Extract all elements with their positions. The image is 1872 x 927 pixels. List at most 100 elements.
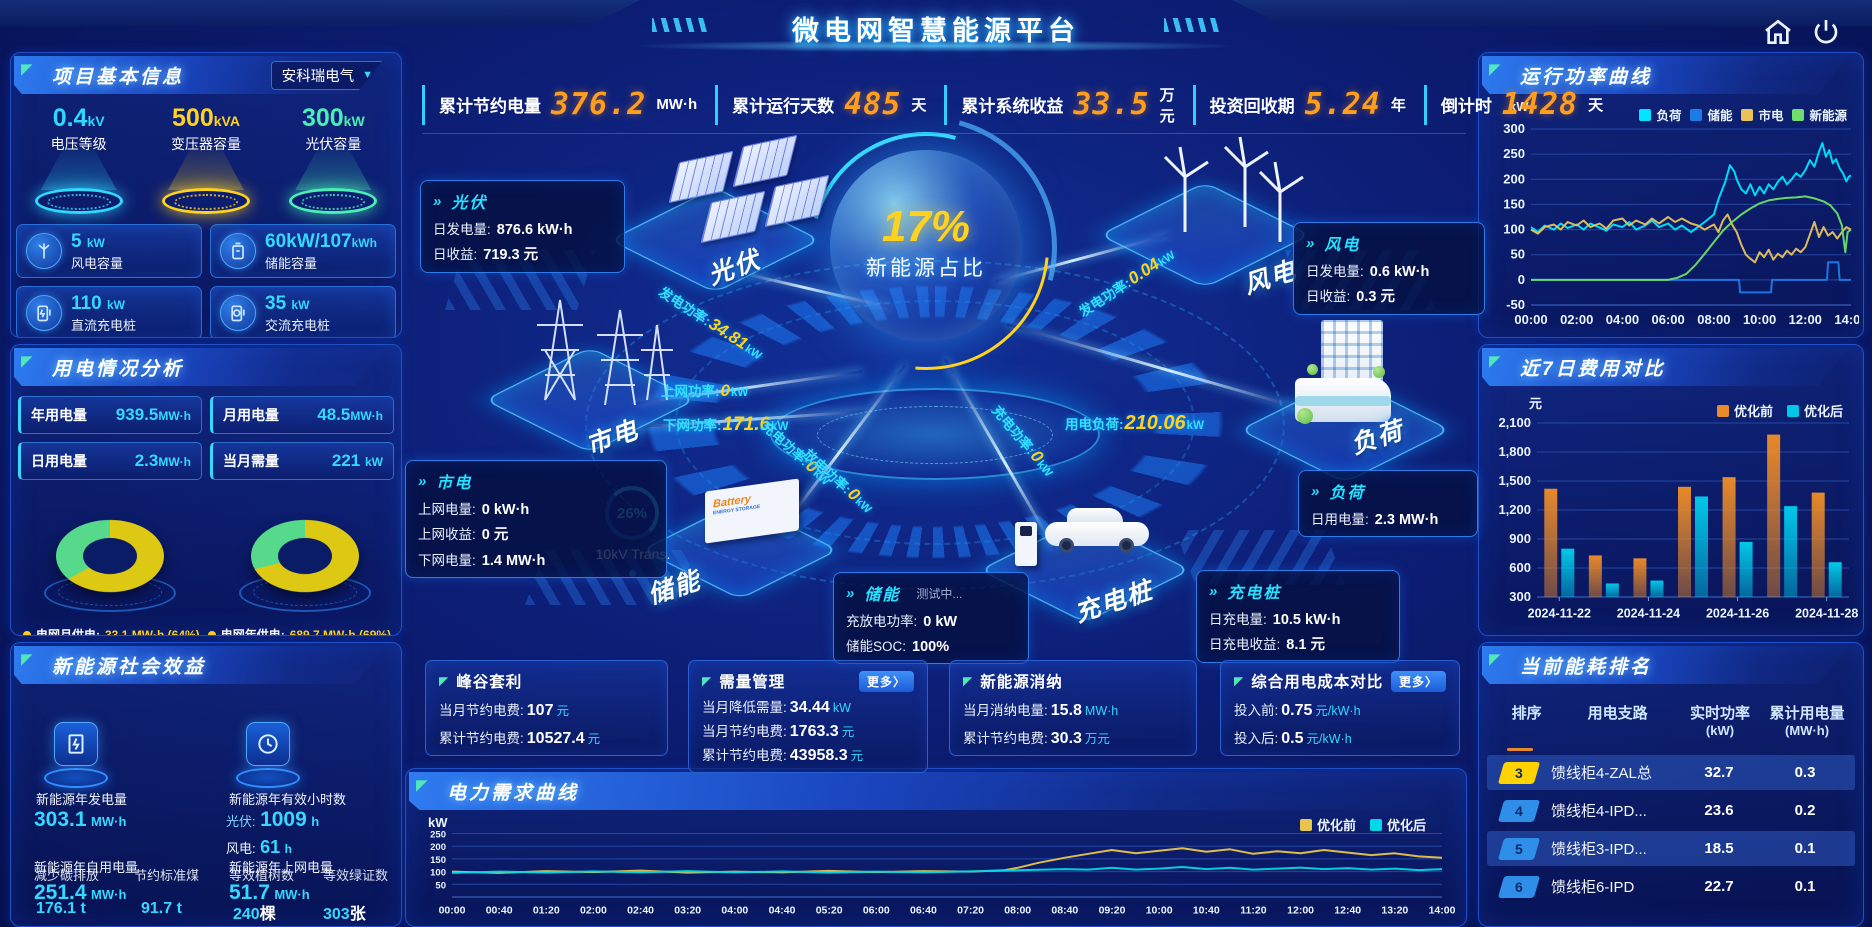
svg-text:600: 600: [1509, 560, 1531, 575]
transmission-towers: [537, 299, 673, 406]
panel-project-info-header: ◤ 项目基本信息 安科瑞电气 ▼: [14, 56, 387, 94]
cost-chart-y-unit: 元: [1529, 396, 1543, 411]
storage-callout: » 储能 测试中... 充放电功率: 0 kW 储能SOC: 100%: [833, 572, 1029, 664]
carbon-value: 176.1 t: [36, 900, 86, 917]
title-deco-band-left: [0, 0, 640, 26]
ranking-rows[interactable]: 3 馈线柜4-ZAL总 32.7 0.3 4 馈线柜4-IPD... 23.6 …: [1479, 753, 1863, 904]
svg-text:12:40: 12:40: [1334, 905, 1361, 917]
panel-peak-valley: ◤ 峰谷套利 当月节约电费: 107 元 累计节约电费: 10527.4 元: [425, 660, 668, 756]
svg-text:250: 250: [1503, 146, 1525, 161]
card-ac-charger: 35 kW 交流充电桩: [210, 286, 396, 337]
panel-demand-header: ◤ 电力需求曲线: [409, 772, 1453, 810]
carbon-label: 减少碳排放: [34, 868, 100, 883]
certs-value: 303张: [323, 906, 366, 923]
trees-label: 等效植树数: [229, 868, 295, 883]
svg-text:2024-11-28: 2024-11-28: [1795, 607, 1858, 621]
svg-text:09:20: 09:20: [1099, 905, 1126, 917]
svg-text:13:20: 13:20: [1381, 905, 1408, 917]
pedestal-ring: [34, 188, 123, 214]
donut-year-supply: [250, 519, 359, 593]
solar-bolt-icon: [54, 722, 98, 766]
svg-text:14:00: 14:00: [1429, 905, 1456, 917]
wind-turbines: [1163, 136, 1304, 242]
svg-text:01:20: 01:20: [533, 905, 560, 917]
renewable-share-orb: 17% 新能源占比: [830, 150, 1022, 342]
rank-badge: 6: [1497, 875, 1541, 898]
cost-compare-chart[interactable]: 300 600 900 1,200 1,500 1,800 2,100 2024-11-22 2…: [1485, 415, 1859, 631]
svg-text:1,500: 1,500: [1498, 473, 1531, 488]
grid-down-flow: 下网功率:171.6kW: [663, 414, 789, 435]
legend-grid-year: 电网年供电: 689.7 MW·h (69%): [207, 626, 401, 635]
svg-text:10:00: 10:00: [1743, 312, 1776, 327]
svg-text:04:00: 04:00: [721, 905, 748, 917]
svg-text:1,200: 1,200: [1498, 502, 1531, 517]
svg-text:11:20: 11:20: [1240, 905, 1266, 917]
panel-title: 当前能耗排名: [1520, 656, 1653, 678]
donut-hole: [277, 537, 332, 575]
company-select-value: 安科瑞电气: [281, 68, 355, 85]
svg-text:12:00: 12:00: [1789, 312, 1822, 327]
usage-stats: 年用电量 939.5MW·h 月用电量 48.5MW·h 日用电量 2.3MW·h 当…: [11, 396, 401, 480]
panel-title: 近7日费用对比: [1520, 358, 1666, 380]
svg-text:10:00: 10:00: [1146, 905, 1173, 917]
svg-text:200: 200: [1503, 171, 1525, 186]
svg-text:08:00: 08:00: [1004, 905, 1031, 917]
renewable-share-label: 新能源占比: [866, 257, 986, 280]
panel-corner-icon: ◤: [439, 674, 450, 688]
kpi-total-income: 累计系统收益 33.5 万元: [944, 84, 1192, 125]
effective-hours-label: 新能源年有效小时数: [229, 792, 347, 807]
to-grid-value: 51.7 MW·h: [229, 881, 310, 904]
svg-text:02:40: 02:40: [627, 905, 654, 917]
light-cone: [295, 148, 372, 190]
renewable-share-percent: 17%: [881, 202, 971, 251]
panel-cost-chart: ◤ 近7日费用对比 元 优化前 优化后 300 600 900 1,200 1,500 1…: [1478, 344, 1864, 636]
svg-text:250: 250: [430, 830, 446, 841]
donut-month-wrap: [34, 496, 184, 614]
pv-callout: » 光伏 日发电量: 876.6 kW·h 日收益: 719.3 元: [420, 180, 625, 273]
panel-renewable-consume: ◤ 新能源消纳 当月消纳电量: 15.8 MW·h 累计节约电费: 30.3 万元: [949, 660, 1197, 756]
svg-text:2024-11-22: 2024-11-22: [1528, 607, 1591, 621]
grid-up-flow: 上网功率:0kW: [661, 381, 749, 400]
battery-icon: [220, 233, 256, 269]
svg-text:100: 100: [1503, 222, 1525, 237]
stat-day-usage: 日用电量 2.3MW·h: [18, 442, 202, 480]
pedestal-voltage: 0.4kV 电压等级: [19, 104, 139, 222]
donut-month-supply: [55, 519, 164, 593]
load-callout: » 负荷 日用电量: 2.3 MW·h: [1298, 470, 1478, 537]
annual-generation-label: 新能源年发电量: [36, 792, 128, 807]
svg-text:2024-11-24: 2024-11-24: [1617, 607, 1680, 621]
more-button[interactable]: 更多〉: [1390, 670, 1446, 692]
panel-social-benefit-header: ◤ 新能源社会效益: [14, 646, 387, 684]
dc-charger-icon: [26, 295, 62, 331]
svg-text:00:00: 00:00: [1514, 312, 1547, 327]
legend-grid-month: 电网月供电: 33.1 MW·h (64%): [23, 626, 202, 635]
svg-text:300: 300: [1509, 589, 1531, 604]
supply-donuts: [11, 496, 401, 614]
panel-power-curve-header: ◤ 运行功率曲线: [1482, 56, 1849, 94]
panel-cost-compare: ◤ 综合用电成本对比 更多〉 投入前: 0.75 元/kW·h 投入后: 0.5 元/kW·…: [1220, 660, 1460, 756]
stat-month-demand: 当月需量 221 kW: [210, 442, 394, 480]
panel-title: 运行功率曲线: [1520, 66, 1653, 88]
panel-corner-icon: ◤: [21, 651, 33, 668]
power-curve-chart[interactable]: -50 0 50 100 150 200 250 300 00:00 02:00 04:00 06:0…: [1485, 119, 1859, 335]
home-icon[interactable]: [1762, 16, 1794, 48]
scroll-indicator: [1507, 748, 1533, 751]
panel-ranking-header: ◤ 当前能耗排名: [1482, 646, 1849, 684]
cost-chart-legend: 优化前 优化后: [1716, 401, 1843, 420]
capacity-pedestals: 0.4kV 电压等级 500kVA 变压器容量 300kW 光伏容量: [11, 94, 401, 222]
svg-text:07:20: 07:20: [957, 905, 984, 917]
annual-generation-value: 303.1 MW·h: [34, 808, 127, 831]
company-select[interactable]: 安科瑞电气 ▼: [270, 60, 384, 90]
svg-text:06:40: 06:40: [910, 905, 937, 917]
power-icon[interactable]: [1810, 16, 1842, 48]
svg-text:2,100: 2,100: [1498, 415, 1531, 430]
svg-text:12:00: 12:00: [1287, 905, 1314, 917]
title-deco-slashes-right: [1164, 18, 1220, 32]
panel-corner-icon: ◤: [1489, 353, 1501, 370]
light-cone: [40, 148, 117, 190]
more-button[interactable]: 更多〉: [858, 670, 914, 692]
svg-text:900: 900: [1509, 531, 1531, 546]
table-row: 3 馈线柜4-ZAL总 32.7 0.3: [1487, 755, 1855, 790]
light-cone: [167, 148, 244, 190]
